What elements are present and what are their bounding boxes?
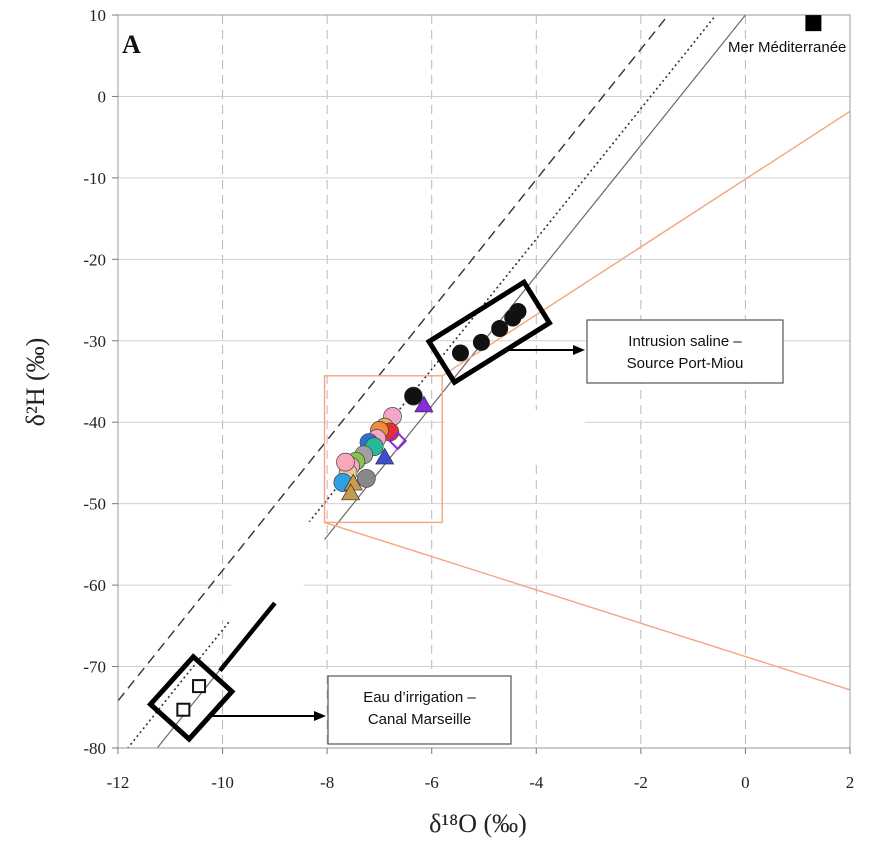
- irrigation-point: [192, 679, 207, 694]
- label-mask: [444, 410, 585, 461]
- cluster-triangle-point: [341, 483, 361, 501]
- y-tick-label: -30: [83, 332, 106, 351]
- x-tick-label: -8: [320, 773, 334, 792]
- x-tick-label: -12: [107, 773, 130, 792]
- annotation-text: Intrusion saline –: [628, 333, 742, 350]
- y-tick-label: -40: [83, 413, 106, 432]
- reference-line-dashed: [118, 15, 670, 702]
- annotation-box: [327, 675, 512, 745]
- y-tick-label: 10: [89, 6, 106, 25]
- x-axis-title: δ¹⁸O (‰): [429, 809, 527, 838]
- y-tick-label: -50: [83, 495, 106, 514]
- annotation-text: Eau d’irrigation –: [363, 689, 476, 706]
- y-tick-label: 0: [98, 87, 107, 106]
- sea-label: Mer Méditerranée: [728, 39, 846, 56]
- panel-label: A: [122, 30, 141, 59]
- zoom-box: [323, 375, 443, 524]
- cluster-diamond-point: [388, 431, 408, 451]
- y-axis-title: δ²H (‰): [21, 338, 50, 427]
- cluster-triangle-point: [375, 447, 395, 465]
- zoom-ray: [324, 521, 850, 691]
- annotation-text: Canal Marseille: [368, 711, 471, 728]
- y-tick-label: -10: [83, 169, 106, 188]
- zoom-ray: [441, 110, 850, 377]
- x-tick-label: -6: [425, 773, 439, 792]
- irrigation-point: [176, 702, 191, 717]
- x-tick-label: 2: [846, 773, 855, 792]
- y-tick-label: -60: [83, 576, 106, 595]
- irrigation-group-box: [146, 653, 236, 743]
- saline-point: [451, 344, 469, 362]
- cluster-triangle-point: [414, 395, 434, 413]
- x-tick-label: -10: [211, 773, 234, 792]
- annotations: Intrusion saline – Source Port-Miou Eau d’…: [146, 278, 784, 745]
- annotation-text: Source Port-Miou: [627, 355, 744, 372]
- saline-group-box: [425, 278, 553, 386]
- irrigation-arrow-head: [314, 711, 326, 721]
- saline-point: [472, 333, 490, 351]
- irrigation-box-extension: [218, 601, 277, 673]
- saline-point: [491, 320, 509, 338]
- x-tick-label: -4: [529, 773, 544, 792]
- annotation-box: [586, 319, 784, 384]
- cluster-circle-point: [357, 469, 376, 488]
- data-points: [176, 15, 822, 717]
- cluster-circle-point: [404, 386, 423, 406]
- zoom-box-group: [323, 110, 850, 691]
- x-tick-label: 0: [741, 773, 750, 792]
- y-tick-label: -80: [83, 739, 106, 758]
- cluster-circle-point: [336, 452, 355, 472]
- line-gap-mask: [212, 519, 325, 626]
- saline-arrow-head: [573, 345, 585, 355]
- saline-point: [509, 302, 527, 320]
- tick-labels: -12 -10 -8 -6 -4 -2 0 2100-10-20-30-40-50-60-70…: [83, 6, 854, 792]
- plot-frame: [117, 14, 851, 749]
- y-tick-label: -20: [83, 250, 106, 269]
- y-tick-label: -70: [83, 658, 106, 677]
- sea-point: [805, 15, 822, 32]
- plot-border: [117, 14, 851, 749]
- x-tick-label: -2: [634, 773, 648, 792]
